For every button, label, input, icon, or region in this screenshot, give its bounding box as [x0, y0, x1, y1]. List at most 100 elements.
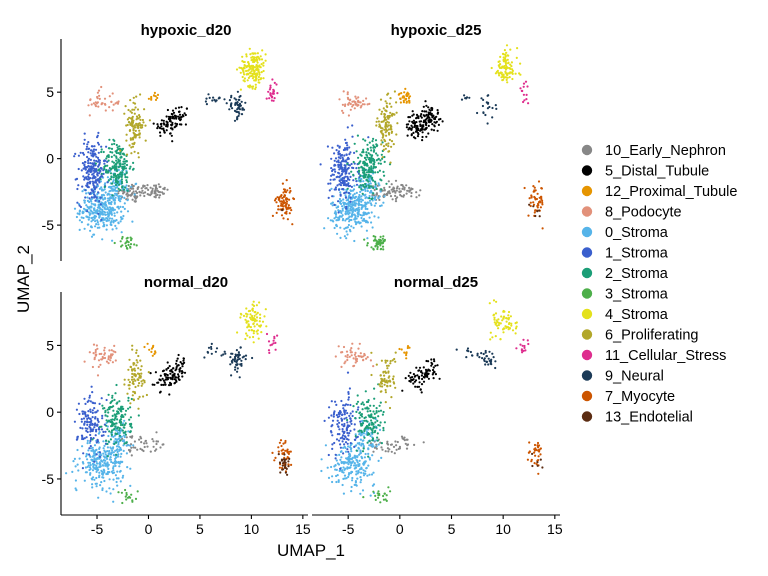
point-1_Stroma — [97, 131, 100, 134]
point-1_Stroma — [88, 192, 91, 196]
point-3_Stroma — [382, 494, 385, 498]
point-1_Stroma — [89, 170, 92, 174]
point-9_Neural — [228, 108, 231, 111]
point-4_Stroma — [502, 317, 505, 320]
point-0_Stroma — [102, 452, 105, 455]
point-1_Stroma — [101, 417, 104, 420]
point-0_Stroma — [119, 216, 123, 219]
point-4_Stroma — [246, 69, 250, 72]
point-2_Stroma — [367, 399, 370, 402]
point-0_Stroma — [103, 223, 106, 226]
point-5_Distal_Tubule — [431, 108, 434, 111]
point-0_Stroma — [354, 223, 358, 226]
point-1_Stroma — [341, 436, 344, 439]
point-0_Stroma — [85, 192, 88, 195]
point-13_Endotelial — [280, 459, 284, 462]
point-2_Stroma — [359, 179, 362, 182]
point-7_Myocyte — [526, 458, 530, 461]
point-3_Stroma — [125, 237, 128, 240]
point-5_Distal_Tubule — [170, 134, 173, 137]
point-1_Stroma — [77, 184, 80, 187]
point-1_Stroma — [86, 414, 89, 417]
panel-points-normal_d25 — [320, 299, 544, 504]
point-0_Stroma — [341, 207, 344, 210]
point-8_Podocyte — [97, 365, 100, 368]
point-9_Neural — [466, 347, 470, 350]
point-2_Stroma — [369, 404, 372, 407]
point-2_Stroma — [122, 160, 125, 163]
point-4_Stroma — [254, 86, 257, 89]
point-3_Stroma — [128, 495, 131, 498]
point-6_Proliferating — [141, 382, 144, 385]
point-2_Stroma — [357, 170, 361, 173]
point-12_Proximal_Tubule — [154, 350, 157, 353]
point-2_Stroma — [373, 412, 376, 415]
point-5_Distal_Tubule — [167, 115, 170, 118]
point-1_Stroma — [85, 171, 88, 174]
point-1_Stroma — [345, 184, 348, 187]
point-0_Stroma — [116, 211, 119, 214]
point-6_Proliferating — [132, 101, 135, 104]
point-2_Stroma — [127, 399, 130, 402]
point-0_Stroma — [334, 216, 338, 219]
point-2_Stroma — [111, 414, 114, 417]
point-0_Stroma — [92, 207, 96, 210]
point-4_Stroma — [255, 316, 259, 319]
point-8_Podocyte — [341, 103, 344, 106]
point-2_Stroma — [107, 411, 110, 414]
point-1_Stroma — [345, 403, 348, 406]
point-0_Stroma — [104, 203, 107, 207]
point-6_Proliferating — [388, 406, 392, 410]
point-0_Stroma — [119, 220, 122, 223]
point-11_Cellular_Stress — [524, 80, 528, 83]
point-10_Early_Nephron — [390, 450, 393, 453]
point-5_Distal_Tubule — [414, 121, 417, 124]
point-2_Stroma — [121, 152, 124, 155]
point-8_Podocyte — [354, 358, 357, 361]
panel-points-hypoxic_d25 — [319, 44, 544, 251]
point-8_Podocyte — [83, 360, 86, 363]
point-0_Stroma — [370, 473, 374, 476]
point-10_Early_Nephron — [151, 189, 154, 192]
point-1_Stroma — [87, 176, 90, 179]
point-4_Stroma — [505, 78, 508, 81]
point-5_Distal_Tubule — [175, 362, 178, 365]
point-8_Podocyte — [352, 103, 355, 107]
scatter-points — [65, 44, 544, 505]
point-6_Proliferating — [131, 372, 134, 375]
point-2_Stroma — [123, 188, 126, 191]
point-12_Proximal_Tubule — [156, 96, 159, 100]
point-0_Stroma — [364, 193, 367, 196]
point-0_Stroma — [350, 485, 353, 489]
point-5_Distal_Tubule — [166, 378, 169, 381]
point-1_Stroma — [346, 126, 349, 129]
point-1_Stroma — [319, 163, 322, 166]
point-3_Stroma — [121, 237, 124, 240]
point-4_Stroma — [262, 69, 265, 73]
point-2_Stroma — [371, 154, 374, 157]
point-4_Stroma — [509, 63, 512, 66]
point-6_Proliferating — [128, 384, 131, 387]
point-1_Stroma — [340, 153, 344, 157]
point-0_Stroma — [368, 456, 371, 460]
point-5_Distal_Tubule — [160, 125, 163, 128]
point-1_Stroma — [83, 422, 86, 425]
point-3_Stroma — [383, 492, 386, 495]
point-1_Stroma — [359, 420, 362, 423]
point-4_Stroma — [245, 312, 248, 315]
point-4_Stroma — [507, 314, 510, 317]
point-0_Stroma — [105, 224, 108, 227]
point-4_Stroma — [515, 325, 518, 328]
point-1_Stroma — [337, 425, 340, 428]
point-5_Distal_Tubule — [420, 370, 423, 373]
point-9_Neural — [237, 356, 240, 359]
point-7_Myocyte — [289, 450, 292, 453]
point-6_Proliferating — [131, 142, 134, 145]
point-7_Myocyte — [537, 201, 541, 204]
point-2_Stroma — [370, 171, 373, 174]
point-5_Distal_Tubule — [420, 383, 424, 386]
point-0_Stroma — [123, 196, 126, 199]
point-2_Stroma — [368, 440, 371, 443]
point-1_Stroma — [81, 437, 84, 441]
point-0_Stroma — [123, 419, 126, 422]
